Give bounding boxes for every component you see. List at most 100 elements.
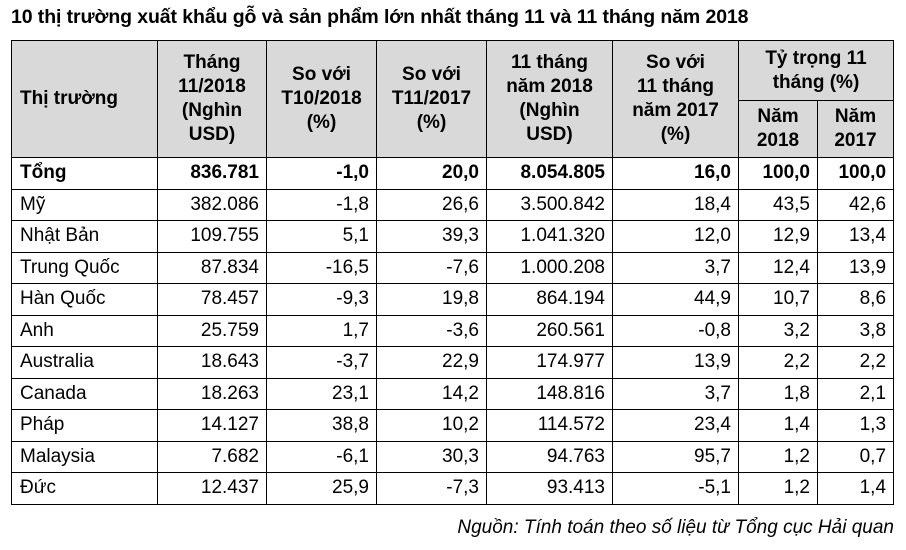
header-line: So với [646, 52, 705, 73]
cell-vs-ytd: -5,1 [612, 472, 739, 505]
cell-ytd: 864.194 [486, 283, 613, 316]
cell-vs-ytd: 3,7 [612, 377, 739, 410]
cell-m11: 12.437 [157, 472, 267, 505]
cell-vs-t11: -7,3 [376, 472, 487, 505]
header-line: (%) [660, 124, 691, 145]
table-row: Mỹ 382.086 -1,8 26,6 3.500.842 18,4 43,5 42,6 [11, 188, 895, 221]
cell-s2017: 2,1 [816, 377, 895, 410]
table-row: Canada 18.263 23,1 14,2 148.816 3,7 1,8 2,1 [11, 377, 895, 410]
header-share-2018: Năm 2018 [738, 100, 818, 158]
cell-ytd: 260.561 [486, 314, 613, 347]
cell-s2018: 100,0 [738, 157, 818, 190]
header-line: Tháng [183, 52, 241, 73]
header-vs-t10: So với T10/2018 (%) [266, 40, 377, 158]
cell-m11: 18.643 [157, 346, 267, 379]
cell-s2017: 3,8 [816, 314, 895, 347]
header-line: tháng (%) [772, 71, 860, 93]
cell-market: Đức [11, 472, 158, 505]
cell-vs-t10: 23,1 [266, 377, 377, 410]
cell-m11: 78.457 [157, 283, 267, 316]
table-body: Tổng 836.781 -1,0 20,0 8.054.805 16,0 100,0 100… [11, 157, 895, 505]
cell-vs-ytd: 13,9 [612, 346, 739, 379]
header-line: 11/2018 [178, 76, 246, 97]
export-markets-table: Thị trường Tháng 11/2018 (Nghìn USD) So với… [11, 40, 895, 505]
cell-vs-t11: 14,2 [376, 377, 487, 410]
cell-vs-t10: -9,3 [266, 283, 377, 316]
cell-ytd: 3.500.842 [486, 188, 613, 221]
cell-vs-ytd: 95,7 [612, 440, 739, 473]
table-row: Trung Quốc 87.834 -16,5 -7,6 1.000.208 3,7 12,… [11, 251, 895, 284]
cell-vs-t11: 22,9 [376, 346, 487, 379]
cell-s2018: 1,2 [738, 472, 818, 505]
cell-ytd: 93.413 [486, 472, 613, 505]
cell-s2017: 13,4 [816, 220, 895, 253]
cell-vs-t11: -3,6 [376, 314, 487, 347]
table-row: Anh 25.759 1,7 -3,6 260.561 -0,8 3,2 3,8 [11, 314, 895, 347]
header-line: So với [402, 64, 461, 85]
cell-market: Canada [11, 377, 158, 410]
header-line: (Nghìn [181, 100, 243, 121]
cell-ytd: 8.054.805 [486, 157, 613, 190]
cell-vs-ytd: 3,7 [612, 251, 739, 284]
cell-s2018: 43,5 [738, 188, 818, 221]
cell-ytd: 94.763 [486, 440, 613, 473]
cell-s2017: 1,3 [816, 409, 895, 442]
cell-ytd: 148.816 [486, 377, 613, 410]
cell-ytd: 114.572 [486, 409, 613, 442]
header-vs-ytd: So với 11 tháng năm 2017 (%) [612, 40, 739, 158]
cell-vs-ytd: 12,0 [612, 220, 739, 253]
header-vs-t11: So với T11/2017 (%) [376, 40, 487, 158]
header-line: (Nghìn [519, 100, 580, 121]
cell-vs-t10: 38,8 [266, 409, 377, 442]
cell-vs-ytd: 16,0 [612, 157, 739, 190]
cell-s2018: 1,4 [738, 409, 818, 442]
cell-vs-t11: 26,6 [376, 188, 487, 221]
cell-vs-t11: 20,0 [376, 157, 487, 190]
header-line: USD) [526, 124, 573, 145]
cell-vs-t10: -6,1 [266, 440, 377, 473]
cell-s2018: 12,4 [738, 251, 818, 284]
cell-vs-t10: -1,0 [266, 157, 377, 190]
cell-vs-ytd: 23,4 [612, 409, 739, 442]
cell-market: Nhật Bản [11, 220, 158, 253]
cell-s2017: 42,6 [816, 188, 895, 221]
cell-s2017: 13,9 [816, 251, 895, 284]
cell-market: Mỹ [11, 188, 158, 221]
cell-vs-t10: -1,8 [266, 188, 377, 221]
cell-m11: 25.759 [157, 314, 267, 347]
header-share-2017: Năm 2017 [816, 100, 895, 158]
header-line: So với [292, 64, 351, 85]
table-row: Australia 18.643 -3,7 22,9 174.977 13,9 2,2 2,2 [11, 346, 895, 379]
header-line: Năm [834, 106, 877, 127]
cell-vs-t10: 1,7 [266, 314, 377, 347]
cell-vs-t10: -16,5 [266, 251, 377, 284]
cell-s2017: 1,4 [816, 472, 895, 505]
cell-vs-t11: -7,6 [376, 251, 487, 284]
table-row: Pháp 14.127 38,8 10,2 114.572 23,4 1,4 1,3 [11, 409, 895, 442]
header-month-value: Tháng 11/2018 (Nghìn USD) [157, 40, 267, 158]
header-share: Tỷ trọng 11 tháng (%) [737, 40, 895, 101]
header-line: (%) [306, 112, 337, 133]
cell-market: Australia [11, 346, 158, 379]
cell-ytd: 1.000.208 [486, 251, 613, 284]
cell-market: Anh [11, 314, 158, 347]
cell-vs-ytd: -0,8 [612, 314, 739, 347]
cell-s2018: 1,8 [738, 377, 818, 410]
header-line: T11/2017 [391, 88, 472, 109]
cell-vs-t10: 25,9 [266, 472, 377, 505]
header-ytd-value: 11 tháng năm 2018 (Nghìn USD) [486, 40, 613, 158]
table-row: Hàn Quốc 78.457 -9,3 19,8 864.194 44,9 10,7 8,6 [11, 283, 895, 316]
header-line: Năm [757, 106, 799, 127]
cell-s2018: 3,2 [738, 314, 818, 347]
header-line: 2018 [756, 130, 800, 151]
cell-market: Tổng [11, 157, 158, 190]
cell-vs-t10: 5,1 [266, 220, 377, 253]
cell-vs-ytd: 18,4 [612, 188, 739, 221]
cell-m11: 382.086 [157, 188, 267, 221]
cell-s2018: 2,2 [738, 346, 818, 379]
cell-s2018: 1,2 [738, 440, 818, 473]
cell-m11: 18.263 [157, 377, 267, 410]
table-title: 10 thị trường xuất khẩu gỗ và sản phẩm l… [11, 6, 749, 28]
header-line: 11 tháng [510, 52, 589, 73]
cell-ytd: 174.977 [486, 346, 613, 379]
